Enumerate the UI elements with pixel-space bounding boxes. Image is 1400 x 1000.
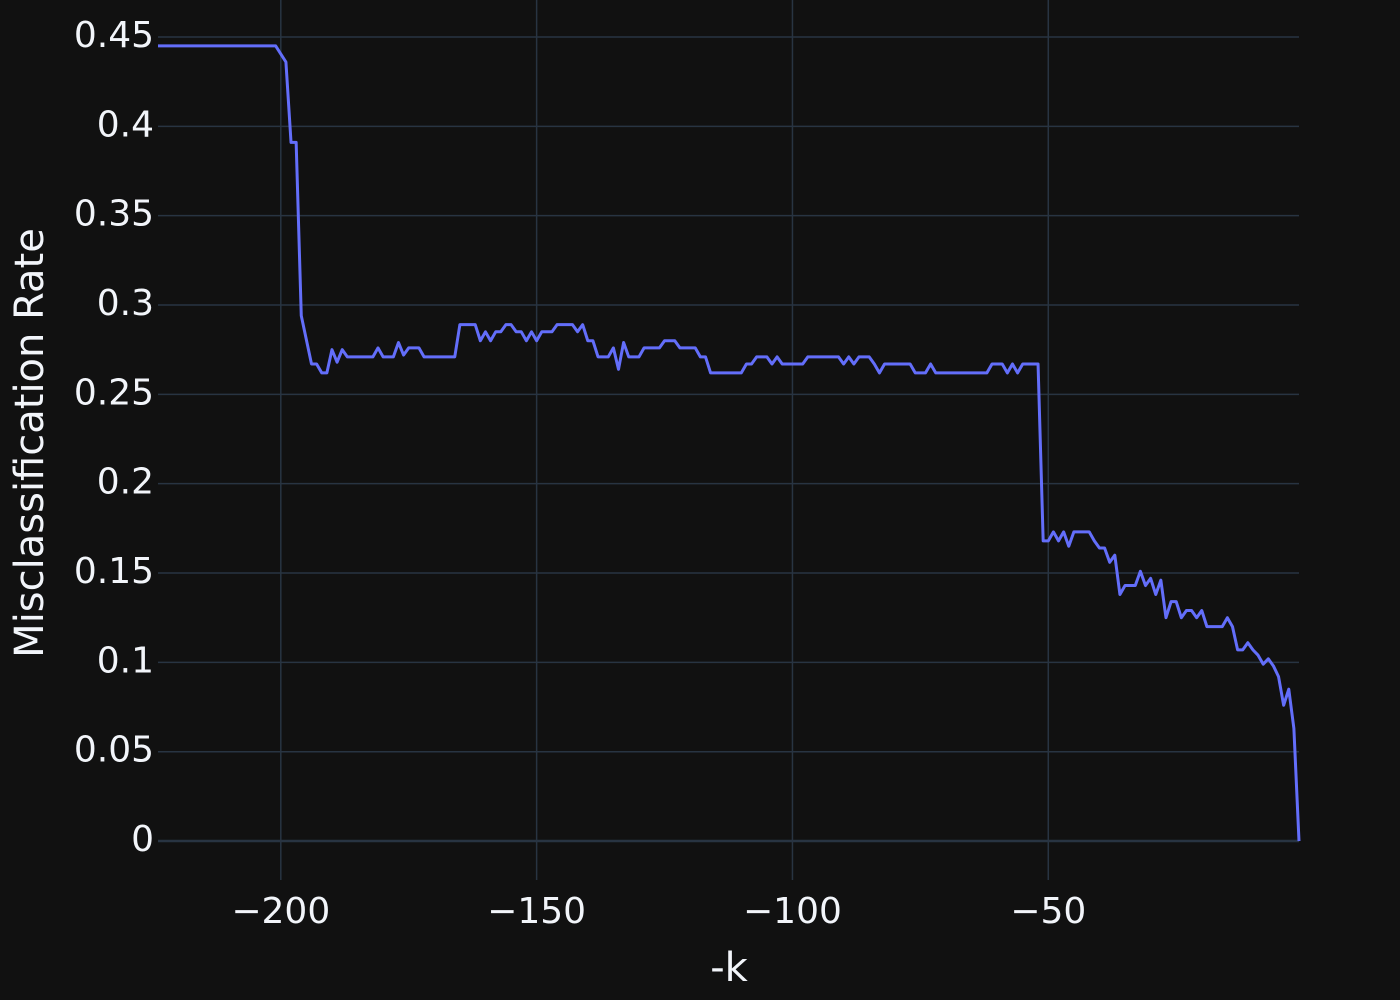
x-tick-label: −100 (743, 891, 842, 932)
y-tick-label: 0.45 (74, 15, 154, 56)
y-tick-label: 0.35 (74, 194, 154, 235)
y-tick-label: 0.15 (74, 551, 154, 592)
y-tick-label: 0.25 (74, 372, 154, 413)
y-axis-title: Misclassification Rate (7, 228, 53, 658)
y-tick-label: 0.2 (97, 462, 154, 503)
data-line (158, 44, 1301, 842)
y-tick-label: 0.4 (97, 104, 154, 145)
x-tick-label: −200 (231, 891, 330, 932)
y-tick-label: 0 (131, 819, 154, 860)
y-tick-label: 0.3 (97, 283, 154, 324)
x-tick-label: −150 (487, 891, 586, 932)
x-axis-title: -k (710, 945, 748, 991)
x-tick-label: −50 (1010, 891, 1086, 932)
y-tick-label: 0.1 (97, 640, 154, 681)
y-tick-label: 0.05 (74, 730, 154, 771)
